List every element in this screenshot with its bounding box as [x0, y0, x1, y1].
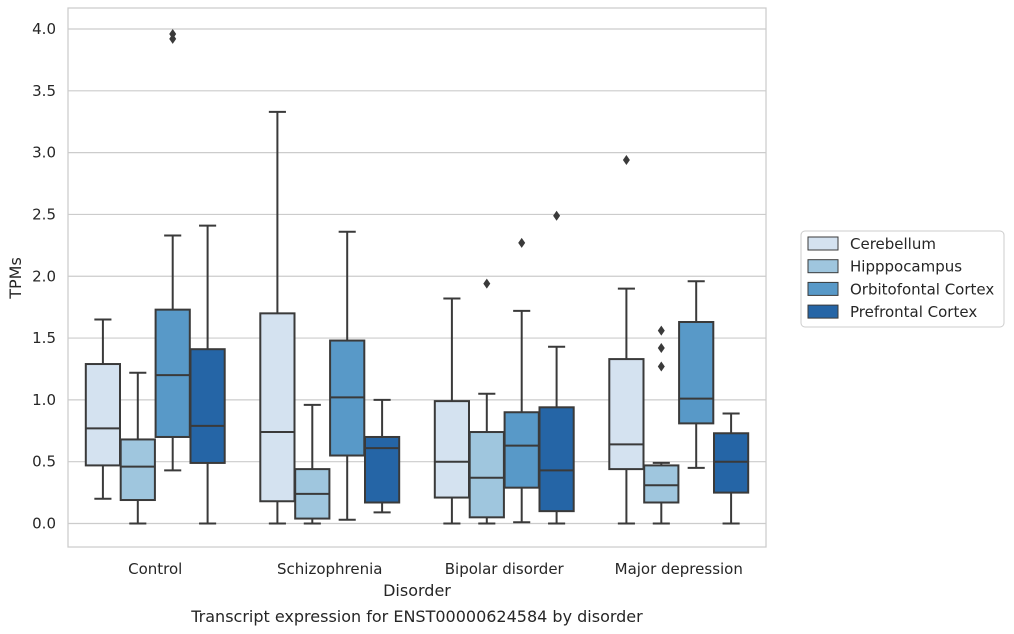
outlier-point [657, 342, 665, 353]
legend-label: Prefrontal Cortex [850, 303, 977, 321]
outlier-point [657, 361, 665, 372]
outlier-point [622, 155, 630, 166]
box-iqr [259, 312, 296, 503]
y-tick-label: 4.0 [32, 20, 56, 38]
box-iqr [468, 431, 505, 519]
box-series [84, 28, 750, 525]
box-iqr [678, 321, 715, 425]
y-tick-labels: 0.0 0.5 1.0 1.5 2.0 2.5 3.0 3.5 4.0 [32, 20, 56, 532]
plot-background [68, 8, 766, 547]
box-iqr [712, 432, 750, 494]
box-major-depression-orbitofontal-cortex [678, 280, 715, 469]
x-axis-title: Disorder [383, 581, 451, 600]
x-tick-label: Schizophrenia [277, 560, 382, 578]
legend-label: Hipppocampus [850, 258, 962, 276]
legend-swatch [807, 304, 839, 319]
legend-frame [800, 230, 1005, 328]
legend-swatch [807, 259, 839, 274]
legend-label: Orbitofontal Cortex [850, 280, 994, 298]
x-tick-label: Major depression [615, 560, 743, 578]
box-iqr [189, 348, 226, 464]
box-iqr [538, 406, 575, 513]
x-tick-label: Bipolar disorder [445, 560, 565, 578]
box-iqr [503, 411, 540, 489]
y-tick-label: 2.5 [32, 205, 56, 223]
box-bipolar-disorder-prefrontal-cortex [538, 210, 575, 525]
box-iqr [84, 363, 122, 467]
outlier-point [169, 28, 177, 39]
box-control-orbitofontal-cortex [154, 28, 191, 472]
box-iqr [608, 358, 645, 471]
box-control-prefrontal-cortex [189, 224, 226, 525]
outlier-point [518, 237, 526, 248]
figure-caption: Transcript expression for ENST0000062458… [190, 607, 643, 626]
x-tick-label: Control [128, 560, 182, 578]
legend-swatch [807, 281, 839, 296]
box-bipolar-disorder-orbitofontal-cortex [503, 237, 540, 524]
legend-swatch [807, 236, 839, 251]
y-tick-label: 3.5 [32, 82, 56, 100]
y-tick-label: 2.0 [32, 267, 56, 285]
box-control-cerebellum [84, 318, 122, 500]
box-major-depression-cerebellum [608, 155, 645, 525]
box-iqr [433, 400, 471, 499]
box-bipolar-disorder-cerebellum [433, 297, 471, 525]
outlier-point [657, 325, 665, 336]
box-iqr [154, 308, 191, 438]
legend: Cerebellum Hipppocampus Orbitofontal Corte… [800, 230, 1005, 328]
box-iqr [363, 435, 401, 504]
box-schizophrenia-prefrontal-cortex [363, 398, 401, 514]
y-tick-label: 0.5 [32, 453, 56, 471]
outlier-point [553, 210, 561, 221]
box-schizophrenia-hipppocampus [294, 403, 331, 525]
y-axis-title: TPMs [6, 257, 25, 300]
box-control-hipppocampus [119, 371, 156, 525]
y-tick-label: 0.0 [32, 515, 56, 533]
y-tick-label: 1.0 [32, 391, 56, 409]
box-schizophrenia-orbitofontal-cortex [329, 230, 366, 521]
y-tick-label: 3.0 [32, 144, 56, 162]
outlier-point [483, 278, 491, 289]
x-tick-labels: Control Schizophrenia Bipolar disorder Majo… [128, 560, 743, 578]
box-major-depression-prefrontal-cortex [712, 412, 750, 525]
y-tick-label: 1.5 [32, 329, 56, 347]
box-schizophrenia-cerebellum [259, 110, 296, 525]
box-iqr [119, 438, 156, 502]
box-iqr [643, 464, 680, 504]
plot-frame [67, 7, 767, 548]
box-major-depression-hipppocampus [643, 325, 680, 525]
legend-label: Cerebellum [850, 235, 936, 253]
